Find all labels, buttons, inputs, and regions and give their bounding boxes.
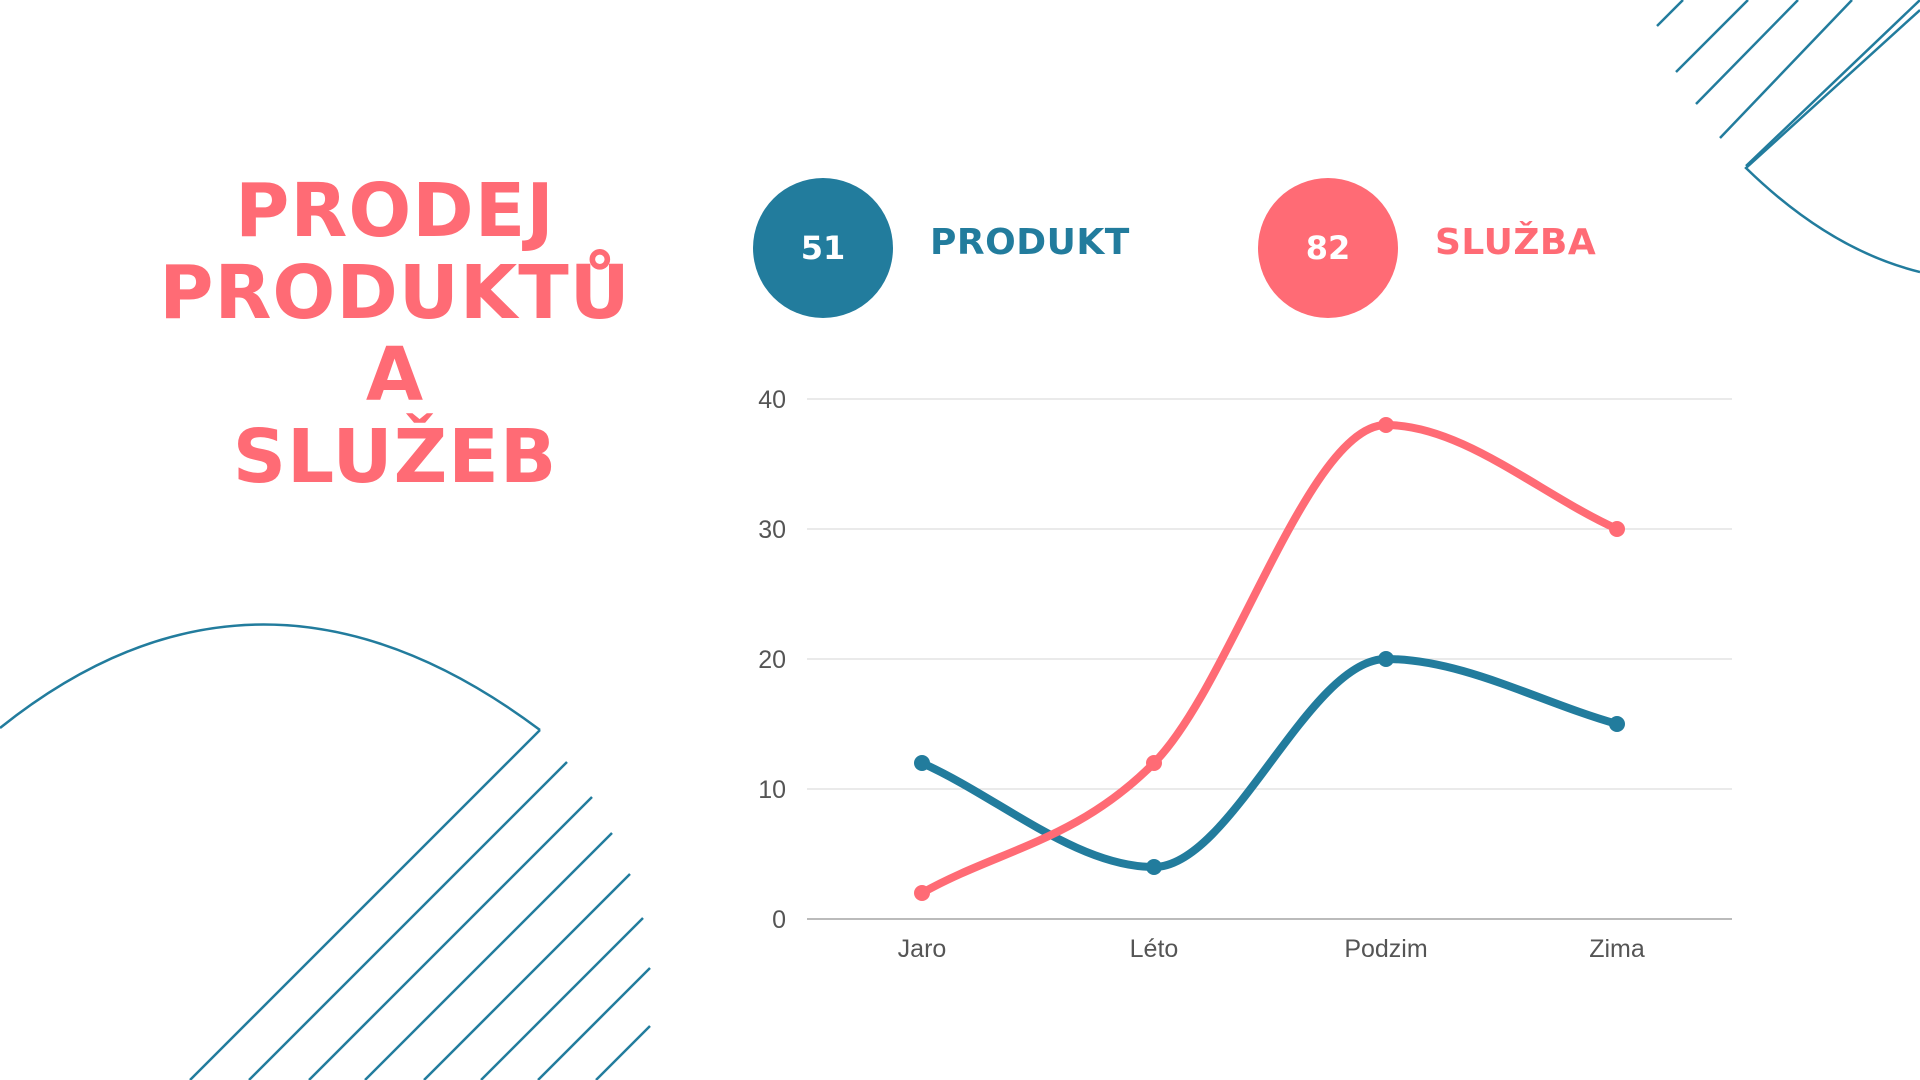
decorative-stripe — [537, 967, 651, 1080]
series-line-produkt — [918, 655, 1621, 871]
data-point-sluzba — [914, 885, 930, 901]
title-line: PRODUKTŮ — [159, 250, 631, 336]
decorative-stripe — [248, 761, 568, 1080]
data-point-produkt — [1146, 859, 1162, 875]
data-point-sluzba — [1609, 521, 1625, 537]
title-line: PRODEJ — [235, 168, 555, 254]
data-point-produkt — [1378, 651, 1394, 667]
produkt-legend-label: PRODUKT — [930, 222, 1130, 263]
series-line-sluzba — [918, 421, 1621, 897]
decorative-arc-bottom-left — [0, 623, 541, 732]
decorative-stripe — [189, 729, 541, 1080]
x-tick-label: Jaro — [898, 935, 947, 963]
data-point-produkt — [914, 755, 930, 771]
decorative-stripe — [1656, 0, 1684, 27]
decorative-stripe — [595, 1025, 651, 1080]
produkt-value-badge: 51 — [753, 178, 893, 318]
x-tick-label: Zima — [1589, 935, 1645, 963]
decorative-stripe — [364, 832, 613, 1080]
x-tick-label: Léto — [1130, 935, 1179, 963]
title-line: A — [365, 332, 425, 418]
grid-lines — [807, 398, 1732, 920]
decorative-arc-top-right — [1744, 9, 1920, 274]
y-tick-label: 0 — [772, 906, 786, 934]
y-axis-ticks: 0 10 20 30 40 — [758, 386, 786, 934]
y-tick-label: 30 — [758, 516, 786, 544]
decorative-stripe — [1745, 0, 1920, 167]
series-lines — [914, 417, 1625, 901]
decorative-stripe — [480, 917, 644, 1080]
sluzba-legend-label: SLUŽBA — [1435, 222, 1597, 263]
sluzba-value-badge: 82 — [1258, 178, 1398, 318]
title-line: SLUŽEB — [232, 414, 558, 500]
y-tick-label: 10 — [758, 776, 786, 804]
x-tick-label: Podzim — [1344, 935, 1427, 963]
y-tick-label: 40 — [758, 386, 786, 414]
decorative-stripe — [1719, 0, 1853, 139]
decorative-stripe — [308, 796, 593, 1080]
x-axis-ticks: Jaro Léto Podzim Zima — [898, 935, 1645, 963]
page-title: PRODEJ PRODUKTŮ A SLUŽEB — [140, 170, 650, 498]
decorative-stripe — [1675, 0, 1749, 73]
decorative-stripe — [423, 873, 631, 1080]
decorative-stripe — [1695, 0, 1799, 105]
data-point-sluzba — [1146, 755, 1162, 771]
data-point-produkt — [1609, 716, 1625, 732]
y-tick-label: 20 — [758, 646, 786, 674]
data-point-sluzba — [1378, 417, 1394, 433]
